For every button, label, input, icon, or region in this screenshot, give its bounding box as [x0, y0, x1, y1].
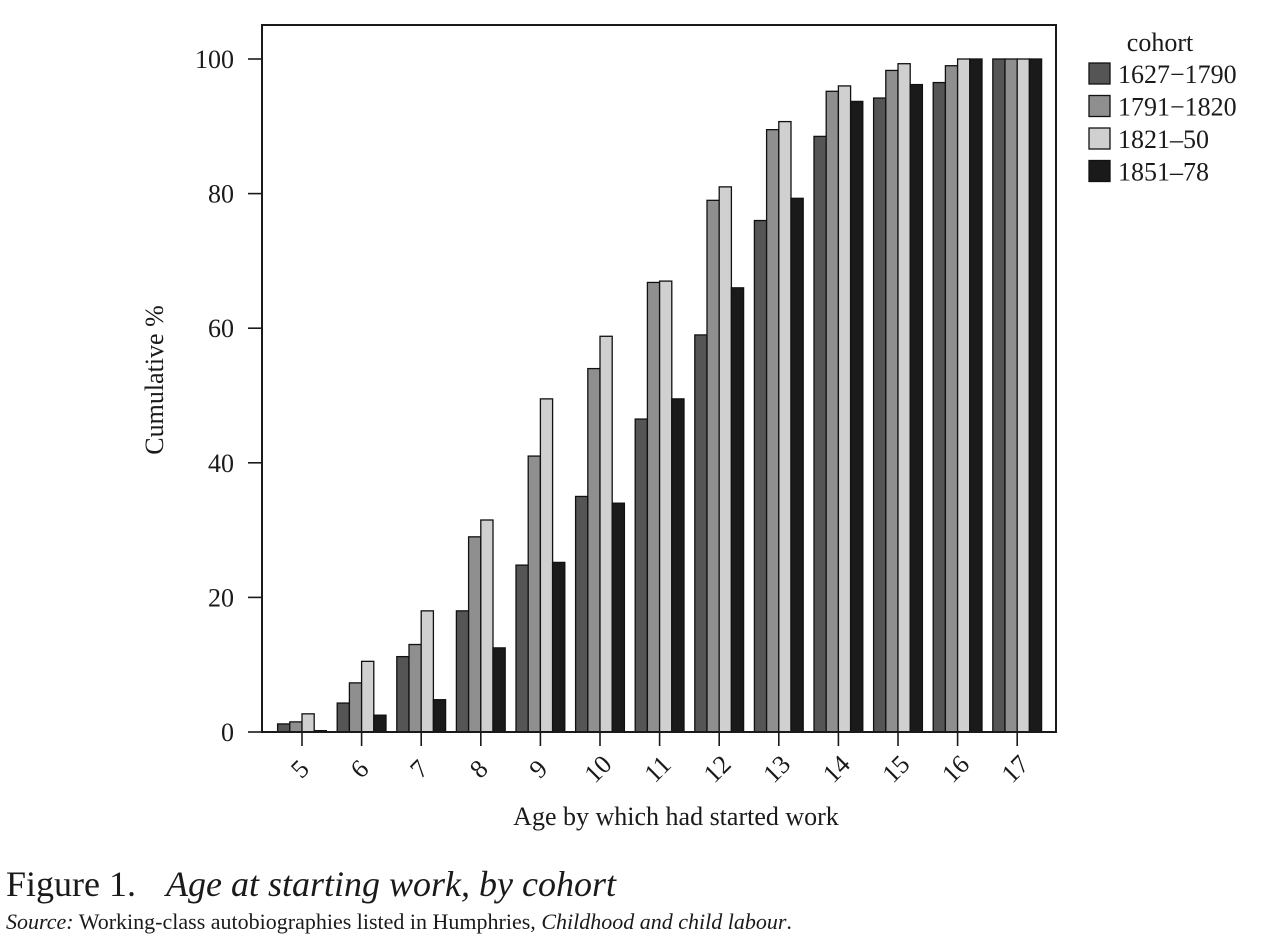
bar-5-series-1	[276, 723, 291, 733]
bar-13-series-2	[765, 129, 780, 733]
bar-14-series-4	[849, 100, 864, 733]
legend-swatch-4	[1088, 159, 1111, 183]
legend-swatch-3	[1088, 127, 1111, 150]
bar-15-series-3	[897, 63, 911, 733]
y-axis: 0 20 40 60 80 100	[195, 45, 262, 747]
x-tick-label-16: 16	[936, 750, 975, 789]
bar-16-series-3	[956, 58, 971, 733]
bar-17-series-1	[992, 58, 1006, 733]
bar-15-series-4	[909, 83, 924, 733]
bar-8-series-2	[467, 536, 482, 733]
bar-12-series-1	[694, 334, 708, 733]
bar-16-series-2	[944, 65, 959, 733]
y-axis-label: Cumulative %	[140, 305, 169, 454]
source-end: .	[786, 909, 792, 934]
bar-16-series-1	[932, 81, 947, 733]
legend-swatch-1	[1088, 62, 1111, 85]
bar-8-series-3	[480, 519, 494, 733]
source-book: Childhood and child labour	[541, 909, 787, 934]
bar-12-series-3	[718, 186, 733, 733]
bar-5-series-3	[301, 713, 315, 733]
legend-label-4: 1851–78	[1118, 158, 1209, 187]
legend-swatch-2	[1088, 94, 1111, 118]
bar-chart: 0 20 40 60 80 100 5 6 7 8 9 10 11 12 13 14 15 16 17 Cumul…	[140, 24, 1237, 831]
bar-11-series-4	[671, 398, 685, 733]
bar-10-series-1	[574, 495, 589, 733]
bar-16-series-4	[969, 58, 983, 733]
bar-13-series-1	[753, 219, 768, 733]
x-tick-label-14: 14	[817, 750, 856, 789]
bar-9-series-2	[527, 455, 542, 733]
x-tick-label-8: 8	[464, 754, 494, 784]
x-axis: 5 6 7 8 9 10 11 12 13 14 15 16 17	[285, 732, 1035, 789]
x-tick-label-12: 12	[698, 750, 737, 789]
bar-14-series-2	[825, 90, 840, 733]
source-text: Working-class autobiographies listed in …	[78, 909, 536, 934]
bar-5-series-2	[289, 721, 303, 733]
legend-label-2: 1791−1820	[1118, 93, 1237, 122]
legend-label-3: 1821–50	[1118, 125, 1209, 154]
y-tick-label-40: 40	[208, 449, 234, 478]
bar-14-series-3	[837, 85, 852, 733]
y-tick-label-0: 0	[221, 718, 234, 747]
bar-11-series-2	[646, 281, 661, 733]
bar-9-series-3	[539, 398, 554, 733]
y-tick-label-20: 20	[208, 583, 234, 612]
x-tick-label-11: 11	[638, 750, 676, 788]
bar-6-series-3	[360, 660, 375, 733]
figure-label: Figure 1.	[6, 864, 136, 904]
bar-17-series-4	[1028, 58, 1043, 733]
x-tick-label-5: 5	[285, 754, 315, 784]
y-tick-label-100: 100	[195, 45, 234, 74]
bar-group	[276, 58, 1043, 733]
source-note: Source: Working-class autobiographies li…	[6, 908, 792, 936]
x-tick-label-13: 13	[757, 750, 796, 789]
bar-10-series-2	[587, 367, 601, 733]
bar-7-series-2	[408, 643, 422, 733]
bar-11-series-3	[658, 280, 673, 733]
bar-8-series-4	[492, 647, 506, 733]
bar-9-series-1	[515, 564, 529, 733]
bar-17-series-3	[1016, 58, 1031, 733]
x-tick-label-9: 9	[524, 754, 554, 784]
x-tick-label-17: 17	[996, 750, 1035, 789]
bar-11-series-1	[634, 418, 649, 733]
legend-title: cohort	[1127, 28, 1194, 57]
figure-title: Age at starting work, by cohort	[166, 864, 616, 904]
bar-13-series-3	[778, 120, 792, 733]
bar-12-series-2	[706, 199, 720, 733]
bar-15-series-2	[885, 69, 899, 733]
y-tick-label-80: 80	[208, 180, 234, 209]
figure-caption: Figure 1. Age at starting work, by cohort	[6, 862, 616, 906]
x-tick-label-10: 10	[579, 750, 618, 789]
y-tick-label-60: 60	[208, 314, 234, 343]
bar-10-series-3	[599, 335, 613, 733]
bar-13-series-4	[790, 197, 804, 733]
bar-7-series-1	[396, 655, 410, 733]
x-tick-label-15: 15	[877, 750, 916, 789]
bar-12-series-4	[730, 287, 745, 733]
bar-10-series-4	[611, 502, 626, 733]
bar-7-series-4	[432, 699, 447, 733]
source-prefix: Source:	[6, 909, 74, 934]
bar-6-series-2	[348, 682, 363, 733]
bar-15-series-1	[872, 97, 887, 733]
bar-7-series-3	[420, 610, 435, 733]
legend: cohort 1627−1790 1791−1820 1821–50 1851–78	[1088, 28, 1237, 187]
legend-label-1: 1627−1790	[1118, 60, 1237, 89]
bar-6-series-1	[336, 702, 351, 733]
x-axis-label: Age by which had started work	[513, 802, 839, 831]
bar-6-series-4	[373, 714, 387, 733]
bar-17-series-2	[1004, 58, 1018, 733]
bar-14-series-1	[813, 135, 827, 733]
x-tick-label-6: 6	[345, 754, 375, 784]
bar-8-series-1	[455, 610, 470, 733]
bar-9-series-4	[551, 561, 566, 733]
x-tick-label-7: 7	[404, 754, 434, 784]
